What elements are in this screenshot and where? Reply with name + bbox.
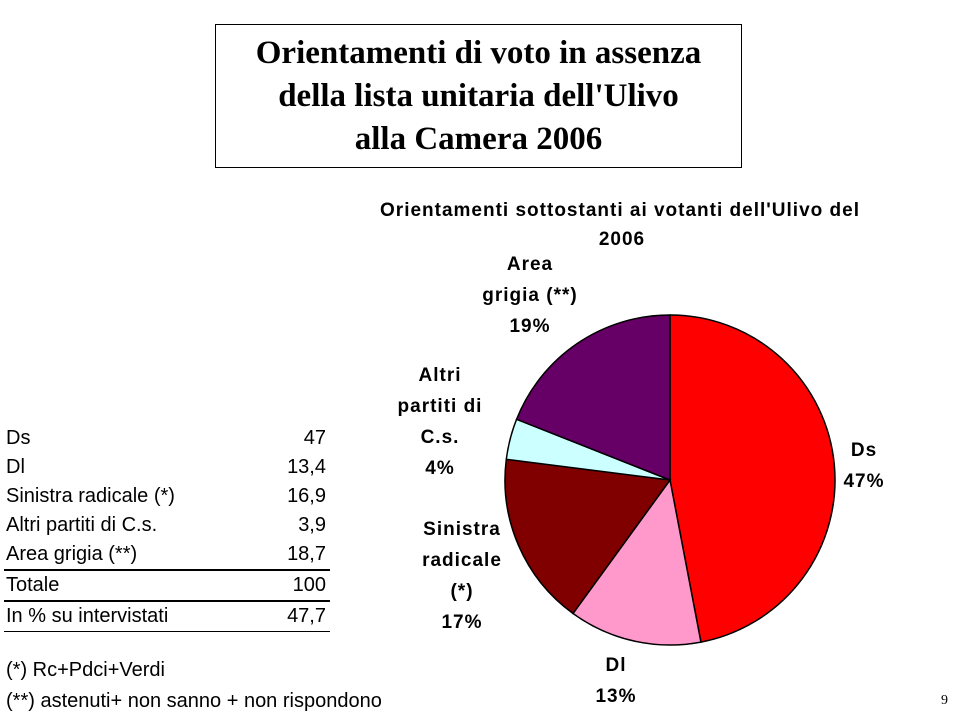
pie-slices — [504, 314, 836, 646]
table-row: Altri partiti di C.s. 3,9 — [4, 511, 330, 540]
slice-name-label: radicale — [422, 550, 502, 571]
row-label: Area grigia (**) — [6, 543, 138, 565]
table-row: Ds 47 — [4, 424, 330, 453]
row-value: 47 — [303, 427, 326, 449]
row-label: Ds — [6, 427, 31, 449]
pie-slice-sinistra-radicale — [504, 458, 672, 615]
slice-name-label: grigia (**) — [482, 285, 577, 306]
pie-slice-dl — [571, 478, 702, 646]
slice-labels: Ds 47% Dl 13% Sinistra radicale (*) 17% Altri par… — [398, 254, 884, 707]
table-row: Area grigia (**) 18,7 — [4, 540, 330, 570]
slice-percent-label: 19% — [509, 316, 550, 337]
row-value: 16,9 — [287, 485, 326, 507]
page-number: 9 — [941, 693, 948, 708]
slide-title-line-1: Orientamenti di voto in assenza — [255, 34, 702, 71]
row-value: 3,9 — [298, 514, 326, 536]
slice-percent-label: 4% — [425, 458, 454, 479]
slide-title-line-3: alla Camera 2006 — [354, 120, 603, 157]
slice-percent-label: 17% — [441, 612, 482, 633]
slice-percent-label: 47% — [843, 471, 884, 492]
footnote-1: (*) Rc+Pdci+Verdi — [6, 659, 165, 681]
row-value: 18,7 — [287, 543, 326, 565]
pie-slice-area-grigia — [515, 314, 671, 482]
chart-title: Orientamenti sottostanti ai votanti dell… — [380, 200, 860, 250]
slice-name-label: Ds — [851, 440, 877, 461]
row-label: Dl — [6, 456, 25, 478]
slice-name-label: C.s. — [421, 427, 460, 448]
slice-name-label: partiti di — [398, 396, 483, 417]
footnote-2: (**) astenuti+ non sanno + non rispondon… — [6, 690, 382, 712]
table-row: Dl 13,4 — [4, 453, 330, 482]
slide-title: Orientamenti di voto in assenza della li… — [215, 24, 742, 168]
chart-title-line-2: 2006 — [599, 229, 645, 250]
row-value: 13,4 — [287, 456, 326, 478]
slice-name-label: Altri — [419, 365, 462, 386]
slice-name-label: (*) — [450, 581, 473, 602]
percent-value: 47,7 — [263, 600, 330, 632]
slice-percent-label: 13% — [595, 686, 636, 707]
table-percent-row: In % su intervistati 47,7 — [4, 600, 330, 632]
total-value: 100 — [263, 569, 330, 601]
slice-name-label: Dl — [606, 655, 627, 676]
table-total-row: Totale 100 — [4, 569, 330, 601]
row-label: Altri partiti di C.s. — [6, 514, 158, 536]
slice-name-label: Sinistra — [423, 519, 501, 540]
table-row: Sinistra radicale (*) 16,9 — [4, 482, 330, 511]
row-label: Sinistra radicale (*) — [6, 485, 175, 507]
percent-label: In % su intervistati — [4, 600, 264, 632]
total-label: Totale — [4, 569, 264, 601]
slide-title-line-2: della lista unitaria dell'Ulivo — [278, 77, 679, 114]
chart-title-line-1: Orientamenti sottostanti ai votanti dell… — [380, 200, 860, 221]
pie-slice-ds — [669, 314, 836, 643]
data-table: Ds 47 Dl 13,4 Sinistra radicale (*) 16,9… — [4, 424, 330, 632]
slice-name-label: Area — [507, 254, 553, 275]
